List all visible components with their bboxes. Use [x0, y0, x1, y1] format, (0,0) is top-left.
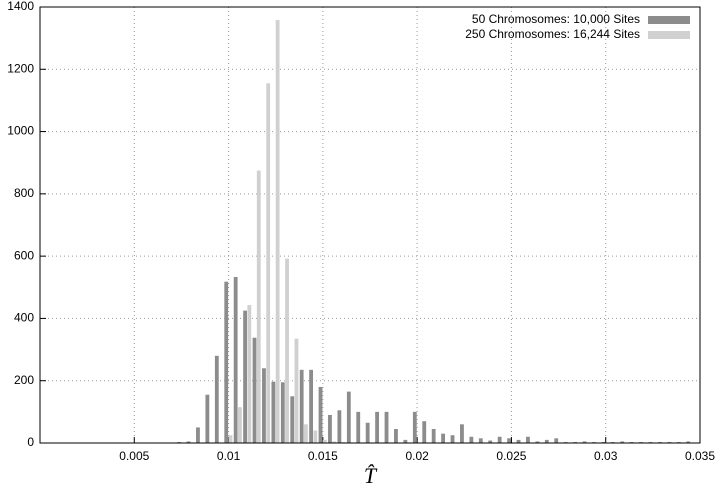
bar: [478, 438, 483, 443]
x-tick-label: 0.02: [405, 449, 429, 463]
bar: [247, 305, 252, 443]
bar: [318, 386, 323, 443]
bar: [441, 433, 446, 443]
bar: [431, 428, 436, 443]
x-tick-label: 0.01: [217, 449, 241, 463]
bar: [309, 369, 314, 443]
bar: [365, 422, 370, 443]
bar: [271, 381, 276, 443]
bar: [328, 414, 332, 443]
bar: [304, 424, 308, 443]
bar: [299, 369, 304, 443]
bar: [460, 424, 464, 443]
bar: [544, 439, 549, 443]
x-tick-label: 0.005: [119, 449, 149, 463]
y-tick-label: 1000: [7, 124, 34, 138]
bar: [313, 430, 318, 443]
bar: [450, 435, 455, 443]
bar: [346, 391, 351, 443]
y-tick-label: 1200: [7, 61, 34, 75]
bar: [238, 407, 242, 443]
x-tick-label: 0.025: [496, 449, 526, 463]
bar: [375, 411, 380, 443]
bar: [356, 411, 361, 443]
bar: [422, 421, 427, 443]
legend-label: 250 Chromosomes: 16,244 Sites: [465, 27, 640, 41]
bar: [535, 441, 540, 443]
bar: [243, 310, 248, 443]
bar: [285, 258, 289, 443]
bar: [294, 338, 299, 443]
bar: [262, 368, 266, 443]
bar: [394, 428, 398, 443]
bar: [256, 170, 261, 443]
bar: [224, 281, 229, 443]
bar: [266, 83, 271, 444]
bar: [290, 396, 295, 443]
x-tick-label: 0.035: [685, 449, 715, 463]
bar: [280, 382, 285, 443]
bar: [196, 427, 200, 443]
bar: [228, 435, 233, 443]
bar: [412, 411, 417, 443]
bar: [252, 337, 257, 443]
y-tick-label: 200: [14, 373, 34, 387]
bar: [554, 438, 559, 443]
y-tick-label: 1400: [7, 0, 34, 13]
y-tick-label: 600: [14, 248, 34, 262]
plot-frame: [39, 6, 701, 444]
legend-swatch: [648, 31, 690, 39]
bar: [403, 439, 408, 443]
bar: [337, 410, 342, 443]
bar: [205, 394, 210, 443]
bar: [582, 441, 587, 443]
bar: [497, 436, 502, 443]
x-axis-label: T̂: [364, 463, 378, 488]
legend-swatch: [648, 16, 690, 24]
y-tick-label: 400: [14, 311, 34, 325]
bar: [469, 436, 474, 443]
y-tick-label: 0: [27, 435, 34, 449]
y-tick-label: 800: [14, 186, 34, 200]
bar: [516, 439, 521, 443]
bar: [233, 277, 238, 443]
bar: [275, 20, 280, 444]
bar: [686, 441, 691, 443]
bar: [620, 441, 625, 443]
x-tick-label: 0.03: [594, 449, 618, 463]
bar: [332, 441, 337, 443]
x-tick-label: 0.015: [308, 449, 338, 463]
bar: [488, 440, 493, 443]
bar: [186, 441, 191, 443]
bar: [507, 438, 512, 443]
bar: [322, 439, 327, 443]
legend-label: 50 Chromosomes: 10,000 Sites: [472, 12, 640, 26]
bar: [384, 411, 389, 443]
bar: [214, 355, 219, 443]
bar: [526, 436, 530, 443]
